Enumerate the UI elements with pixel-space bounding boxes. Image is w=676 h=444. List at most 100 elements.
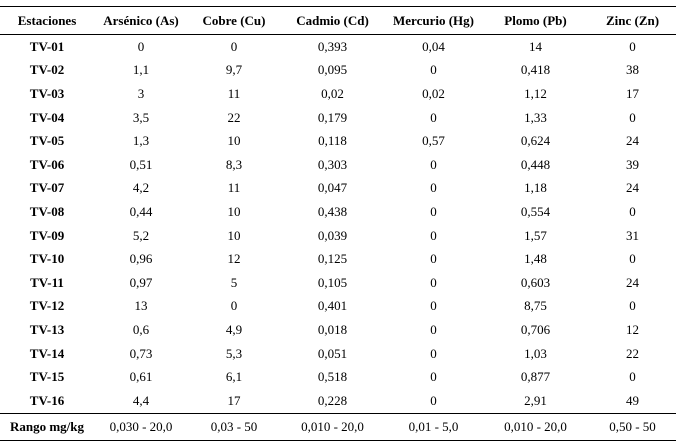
header-cell-plomo: Plomo (Pb) xyxy=(504,12,567,28)
cell-cadmio: 0,018 xyxy=(317,321,348,337)
table-row: TV-13 0,6 4,9 0,018 0 0,706 12 xyxy=(0,318,676,342)
cell-plomo: 1,57 xyxy=(524,227,547,243)
cell-plomo: 0,418 xyxy=(520,62,551,78)
cell-arsenico: 0,61 xyxy=(129,369,153,385)
cell-zinc: 0 xyxy=(629,203,636,219)
header-cell-zinc: Zinc (Zn) xyxy=(605,12,660,28)
cell-cadmio: 0,179 xyxy=(317,109,348,125)
cell-plomo: 2,91 xyxy=(524,392,547,408)
cell-plomo: 1,48 xyxy=(524,251,547,267)
cell-cobre: 12 xyxy=(227,251,241,267)
cell-station: TV-14 xyxy=(29,345,65,361)
cell-zinc: 17 xyxy=(626,85,639,101)
cell-mercurio: 0 xyxy=(430,227,437,243)
cell-zinc: 22 xyxy=(626,345,639,361)
cell-zinc: 12 xyxy=(626,321,639,337)
cell-cadmio: 0,303 xyxy=(317,156,348,172)
cell-station: TV-11 xyxy=(30,274,64,290)
cell-arsenico: 5,2 xyxy=(132,227,150,243)
cell-cadmio: 0,393 xyxy=(317,38,348,54)
cell-station: TV-08 xyxy=(29,203,65,219)
cell-cobre: 17 xyxy=(227,392,241,408)
cell-arsenico: 0,44 xyxy=(129,203,153,219)
cell-cadmio: 0,02 xyxy=(321,85,344,101)
cell-mercurio: 0 xyxy=(430,274,437,290)
cell-cobre: 10 xyxy=(227,133,241,149)
table-row: TV-11 0,97 5 0,105 0 0,603 24 xyxy=(0,271,676,295)
cell-plomo: 14 xyxy=(529,38,542,54)
cell-arsenico: 1,3 xyxy=(132,133,150,149)
cell-plomo: 1,33 xyxy=(524,109,547,125)
cell-station: TV-10 xyxy=(29,251,65,267)
cell-cobre: 11 xyxy=(227,85,241,101)
cell-plomo: 1,12 xyxy=(524,85,547,101)
cell-cadmio: 0,051 xyxy=(317,345,348,361)
header-cell-estaciones: Estaciones xyxy=(17,12,77,28)
cell-zinc: 49 xyxy=(626,392,639,408)
table-row: TV-05 1,3 10 0,118 0,57 0,624 24 xyxy=(0,129,676,153)
range-zinc: 0,50 - 50 xyxy=(609,418,656,434)
cell-station: TV-07 xyxy=(29,180,65,196)
range-plomo: 0,010 - 20,0 xyxy=(504,418,567,434)
cell-arsenico: 3,5 xyxy=(132,109,150,125)
cell-cadmio: 0,438 xyxy=(317,203,348,219)
table-footer: Rango mg/kg 0,030 - 20,0 0,03 - 50 0,010… xyxy=(0,413,676,440)
cell-plomo: 0,624 xyxy=(520,133,551,149)
cell-arsenico: 1,1 xyxy=(132,62,150,78)
cell-mercurio: 0 xyxy=(430,62,437,78)
cell-mercurio: 0 xyxy=(430,369,437,385)
cell-arsenico: 0,96 xyxy=(129,251,153,267)
cell-zinc: 24 xyxy=(626,133,639,149)
range-arsenico: 0,030 - 20,0 xyxy=(109,418,173,434)
cell-arsenico: 0,6 xyxy=(132,321,150,337)
table-row: TV-08 0,44 10 0,438 0 0,554 0 xyxy=(0,200,676,224)
cell-station: TV-03 xyxy=(29,85,65,101)
header-cell-cobre: Cobre (Cu) xyxy=(202,12,266,28)
cell-station: TV-13 xyxy=(29,321,65,337)
cell-cobre: 10 xyxy=(227,227,241,243)
cell-station: TV-15 xyxy=(29,369,65,385)
cell-zinc: 24 xyxy=(626,180,639,196)
cell-zinc: 0 xyxy=(629,298,636,314)
cell-cobre: 9,7 xyxy=(225,62,243,78)
cell-arsenico: 0 xyxy=(137,38,145,54)
cell-plomo: 0,554 xyxy=(520,203,551,219)
header-cell-arsenico: Arsénico (As) xyxy=(103,12,179,28)
heavy-metals-table: Estaciones Arsénico (As) Cobre (Cu) Cadm… xyxy=(0,6,676,441)
cell-station: TV-12 xyxy=(29,298,65,314)
table-row: TV-01 0 0 0,393 0,04 14 0 xyxy=(0,35,676,59)
cell-cobre: 0 xyxy=(230,38,238,54)
cell-plomo: 1,18 xyxy=(524,180,547,196)
cell-station: TV-02 xyxy=(29,62,65,78)
cell-arsenico: 0,73 xyxy=(129,345,153,361)
cell-mercurio: 0 xyxy=(430,321,437,337)
cell-arsenico: 3 xyxy=(137,85,145,101)
cell-cadmio: 0,125 xyxy=(317,251,348,267)
cell-cadmio: 0,118 xyxy=(318,133,347,149)
range-cadmio: 0,010 - 20,0 xyxy=(301,418,364,434)
cell-cadmio: 0,095 xyxy=(317,62,348,78)
cell-cadmio: 0,228 xyxy=(317,392,348,408)
cell-plomo: 0,706 xyxy=(520,321,551,337)
cell-mercurio: 0,57 xyxy=(422,133,445,149)
header-cell-mercurio: Mercurio (Hg) xyxy=(393,12,474,28)
cell-station: TV-01 xyxy=(29,38,65,54)
cell-cobre: 6,1 xyxy=(225,369,243,385)
table-row: TV-02 1,1 9,7 0,095 0 0,418 38 xyxy=(0,59,676,83)
range-cobre: 0,03 - 50 xyxy=(210,418,258,434)
header-cell-cadmio: Cadmio (Cd) xyxy=(296,12,369,28)
cell-plomo: 0,448 xyxy=(520,156,551,172)
table-row: TV-06 0,51 8,3 0,303 0 0,448 39 xyxy=(0,153,676,177)
cell-arsenico: 4,4 xyxy=(132,392,150,408)
cell-cadmio: 0,039 xyxy=(317,227,348,243)
cell-plomo: 0,603 xyxy=(520,274,551,290)
cell-station: TV-05 xyxy=(29,133,65,149)
table-body: TV-01 0 0 0,393 0,04 14 0 TV-02 1,1 9,7 0,095 0 0,41… xyxy=(0,35,676,414)
cell-cobre: 0 xyxy=(230,298,238,314)
cell-cadmio: 0,105 xyxy=(317,274,348,290)
cell-zinc: 0 xyxy=(629,369,636,385)
cell-mercurio: 0 xyxy=(430,298,437,314)
range-mercurio: 0,01 - 5,0 xyxy=(408,418,459,434)
cell-station: TV-09 xyxy=(29,227,65,243)
cell-mercurio: 0 xyxy=(430,109,437,125)
